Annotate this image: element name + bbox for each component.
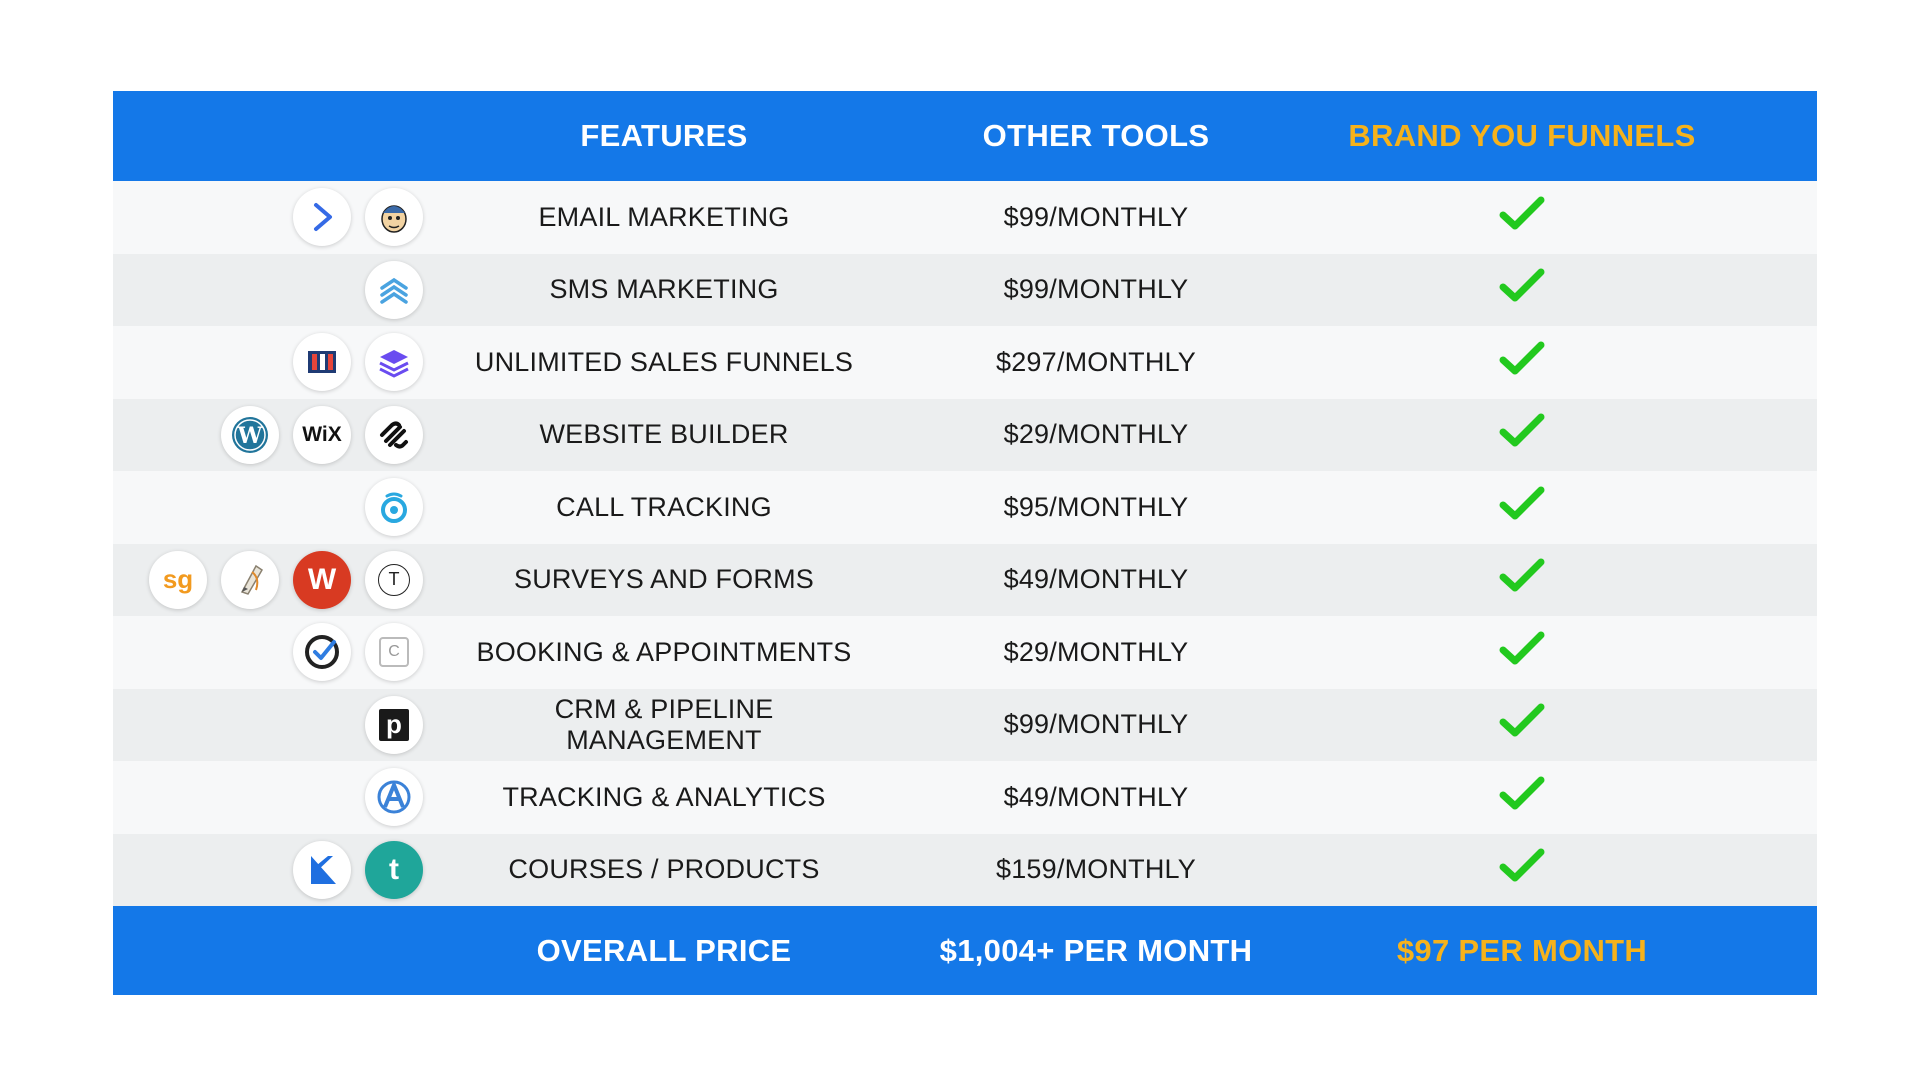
row-logos: W WiX: [113, 399, 453, 472]
row-logos: [113, 761, 453, 834]
footer-brand-total: $97 PER MONTH: [1396, 932, 1648, 968]
header-other-tools: OTHER TOOLS: [982, 118, 1210, 153]
mailchimp-icon: [365, 188, 423, 247]
typeform-logo-text: T: [378, 563, 410, 596]
other-tools-price: $49/MONTHLY: [1003, 564, 1189, 595]
included-check-icon: [1317, 413, 1727, 456]
table-row: TRACKING & ANALYTICS $49/MONTHLY: [113, 761, 1817, 834]
activecampaign-icon: [293, 188, 351, 247]
included-check-icon: [1317, 848, 1727, 891]
wufoo-icon: W: [293, 550, 351, 609]
check-circle-icon: [293, 623, 351, 682]
row-logos: sg W T: [113, 544, 453, 617]
header-icons-spacer: [113, 91, 453, 181]
other-tools-price: $29/MONTHLY: [1003, 419, 1189, 450]
table-row: EMAIL MARKETING $99/MONTHLY: [113, 181, 1817, 254]
wufoo-logo-text: W: [307, 562, 337, 596]
other-tools-price: $29/MONTHLY: [1003, 636, 1189, 667]
feature-name: CALL TRACKING: [556, 491, 772, 522]
other-tools-price: $159/MONTHLY: [996, 854, 1196, 885]
sms-chevrons-icon: [365, 260, 423, 319]
row-logos: [113, 254, 453, 327]
table-footer: OVERALL PRICE $1,004+ PER MONTH $97 PER …: [113, 906, 1817, 995]
table-row: p CRM & PIPELINE MANAGEMENT $99/MONTHLY: [113, 688, 1817, 762]
table-row: CALL TRACKING $95/MONTHLY: [113, 471, 1817, 544]
surveygizmo-logo-text: sg: [162, 564, 194, 595]
feature-name: COURSES / PRODUCTS: [508, 854, 820, 885]
calendly-icon: C: [365, 623, 423, 682]
other-tools-price: $99/MONTHLY: [1003, 274, 1189, 305]
kajabi-icon: [293, 840, 351, 899]
typeform-icon: T: [365, 550, 423, 609]
row-logos: [113, 181, 453, 254]
other-tools-price: $49/MONTHLY: [1003, 781, 1189, 812]
teachable-logo-text: t: [389, 852, 399, 886]
clickfunnels-icon: [293, 333, 351, 392]
table-row: UNLIMITED SALES FUNNELS $297/MONTHLY: [113, 326, 1817, 399]
included-check-icon: [1317, 341, 1727, 384]
row-logos: [113, 326, 453, 399]
comparison-table: FEATURES OTHER TOOLS BRAND YOU FUNNELS E…: [113, 91, 1817, 995]
feature-name: UNLIMITED SALES FUNNELS: [474, 346, 854, 377]
feature-name: EMAIL MARKETING: [538, 201, 790, 232]
included-check-icon: [1317, 486, 1727, 529]
pipedrive-logo-text: p: [379, 708, 409, 741]
table-row: t COURSES / PRODUCTS $159/MONTHLY: [113, 833, 1817, 907]
table-header: FEATURES OTHER TOOLS BRAND YOU FUNNELS: [113, 91, 1817, 181]
row-logos: [113, 471, 453, 544]
surveygizmo-icon: sg: [149, 550, 207, 609]
calendly-logo-text: C: [379, 637, 409, 668]
feature-name: BOOKING & APPOINTMENTS: [476, 636, 852, 667]
other-tools-price: $99/MONTHLY: [1003, 709, 1189, 740]
table-row: sg W T SURVEYS AND FORMS $49/MONTHLY: [113, 543, 1817, 617]
feature-name: WEBSITE BUILDER: [539, 419, 789, 450]
svg-text:W: W: [237, 423, 263, 449]
table-row: SMS MARKETING $99/MONTHLY: [113, 253, 1817, 327]
wix-icon: WiX: [293, 405, 351, 464]
header-brand: BRAND YOU FUNNELS: [1348, 118, 1696, 153]
included-check-icon: [1317, 196, 1727, 239]
feature-name: CRM & PIPELINE MANAGEMENT: [554, 693, 774, 755]
other-tools-price: $99/MONTHLY: [1003, 201, 1189, 232]
table-row: W WiX WEBSITE BUILDER $29/MONTHLY: [113, 398, 1817, 472]
wix-logo-text: WiX: [302, 422, 342, 446]
included-check-icon: [1317, 703, 1727, 746]
table-row: C BOOKING & APPOINTMENTS $29/MONTHLY: [113, 616, 1817, 689]
wordpress-icon: W: [221, 405, 279, 464]
header-features: FEATURES: [580, 118, 748, 153]
pen-icon: [221, 550, 279, 609]
squarespace-icon: [365, 405, 423, 464]
analytics-icon: [365, 768, 423, 827]
included-check-icon: [1317, 558, 1727, 601]
row-logos: t: [113, 834, 453, 907]
other-tools-price: $95/MONTHLY: [1003, 491, 1189, 522]
footer-other-total: $1,004+ PER MONTH: [939, 932, 1253, 968]
feature-name: SMS MARKETING: [549, 274, 779, 305]
feature-name: SURVEYS AND FORMS: [514, 564, 814, 595]
row-logos: C: [113, 616, 453, 689]
included-check-icon: [1317, 631, 1727, 674]
feature-name: TRACKING & ANALYTICS: [502, 781, 826, 812]
layers-icon: [365, 333, 423, 392]
call-tracking-icon: [365, 478, 423, 537]
included-check-icon: [1317, 268, 1727, 311]
teachable-icon: t: [365, 840, 423, 899]
other-tools-price: $297/MONTHLY: [996, 346, 1196, 377]
pipedrive-icon: p: [365, 695, 423, 754]
row-logos: p: [113, 689, 453, 762]
table-body: EMAIL MARKETING $99/MONTHLY SMS MARKETING $…: [113, 181, 1817, 906]
footer-icons-spacer: [113, 906, 453, 995]
included-check-icon: [1317, 776, 1727, 819]
footer-label: OVERALL PRICE: [536, 932, 792, 968]
